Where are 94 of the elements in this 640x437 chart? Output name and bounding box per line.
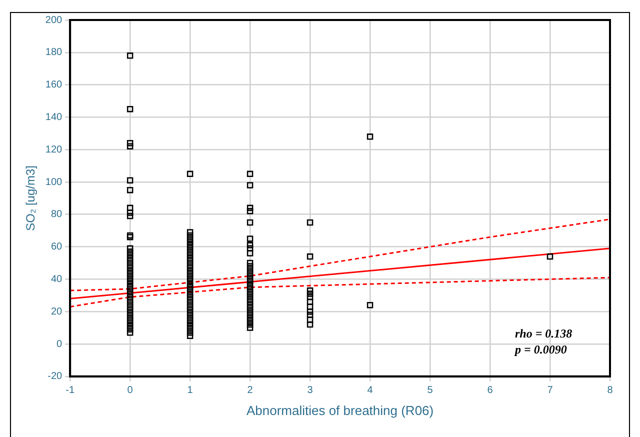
point: [186, 229, 194, 236]
point: [306, 253, 314, 260]
point: [126, 306, 134, 314]
point: [126, 330, 134, 336]
x-tick-label: 1: [187, 385, 194, 396]
y-tick-label: -20: [48, 371, 63, 382]
point: [246, 308, 254, 315]
point: [186, 274, 194, 281]
point: [246, 314, 254, 322]
point: [126, 320, 134, 326]
x-tick-label: 6: [487, 385, 494, 396]
point: [246, 170, 254, 178]
x-tick-label: 7: [547, 385, 554, 396]
point: [246, 236, 254, 242]
point: [246, 272, 254, 280]
point: [126, 300, 134, 307]
point: [126, 268, 134, 274]
point: [126, 313, 134, 320]
point: [246, 245, 254, 252]
point: [246, 208, 254, 214]
point: [246, 286, 254, 292]
x-axis-title: Abnormalities of breathing (R06): [246, 402, 434, 418]
point: [126, 245, 134, 252]
point: [186, 252, 194, 258]
y-tick-label: 40: [50, 274, 63, 285]
x-tick-label: 3: [307, 385, 314, 396]
point: [246, 279, 254, 286]
point: [246, 182, 254, 188]
annotation: rho = 0.138: [515, 326, 572, 340]
point: [546, 253, 554, 260]
point: [126, 177, 134, 184]
point: [246, 250, 254, 256]
point: [246, 321, 254, 328]
point: [186, 170, 194, 178]
x-tick-label: 5: [427, 385, 434, 396]
point: [306, 308, 314, 315]
point: [126, 280, 134, 288]
point: [246, 324, 254, 331]
point: [246, 219, 254, 226]
point: [306, 298, 314, 306]
point: [126, 106, 134, 112]
x-tick-label: 2: [247, 385, 254, 396]
y-tick-label: 0: [56, 338, 63, 350]
point: [186, 313, 194, 320]
point: [126, 326, 134, 333]
point: [186, 268, 194, 274]
point: [366, 302, 374, 308]
y-tick-label: 180: [45, 47, 63, 58]
y-tick-label: 60: [50, 242, 63, 253]
point: [246, 292, 254, 299]
y-tick-label: 200: [45, 14, 63, 26]
y-axis-title: SO₂ [ug/m3]: [24, 166, 38, 231]
point: [186, 332, 194, 340]
y-tick-label: 100: [45, 176, 63, 188]
point: [306, 219, 314, 226]
point: [126, 143, 134, 150]
point: [186, 300, 194, 307]
point: [186, 245, 194, 252]
point: [126, 52, 134, 59]
point: [126, 204, 134, 212]
point: [126, 186, 134, 194]
point: [126, 294, 134, 300]
point: [246, 260, 254, 266]
point: [306, 321, 314, 328]
point: [126, 140, 134, 146]
point: [186, 320, 194, 326]
y-tick-label: 80: [50, 209, 63, 220]
point: [126, 287, 134, 294]
y-tick-label: 140: [45, 112, 63, 123]
point: [306, 287, 314, 294]
point: [186, 238, 194, 246]
x-tick-label: 8: [607, 385, 614, 396]
annotation: p = 0.0090: [514, 342, 567, 356]
point: [246, 204, 254, 212]
x-tick-label: 4: [367, 385, 374, 396]
point: [366, 134, 374, 140]
point: [306, 312, 314, 318]
point: [306, 294, 314, 300]
point: [186, 326, 194, 333]
point: [186, 287, 194, 294]
point: [186, 280, 194, 288]
x-tick-label: 0: [127, 385, 134, 396]
point: [186, 294, 194, 300]
x-tick-label: -1: [66, 385, 75, 396]
point: [246, 266, 254, 273]
point: [186, 232, 194, 239]
point: [126, 252, 134, 258]
y-tick-label: 120: [45, 144, 63, 156]
y-tick-label: 160: [45, 80, 63, 91]
point: [246, 242, 254, 248]
point: [126, 274, 134, 281]
point: [186, 306, 194, 314]
y-tick-label: 20: [50, 306, 63, 318]
point: [126, 212, 134, 220]
